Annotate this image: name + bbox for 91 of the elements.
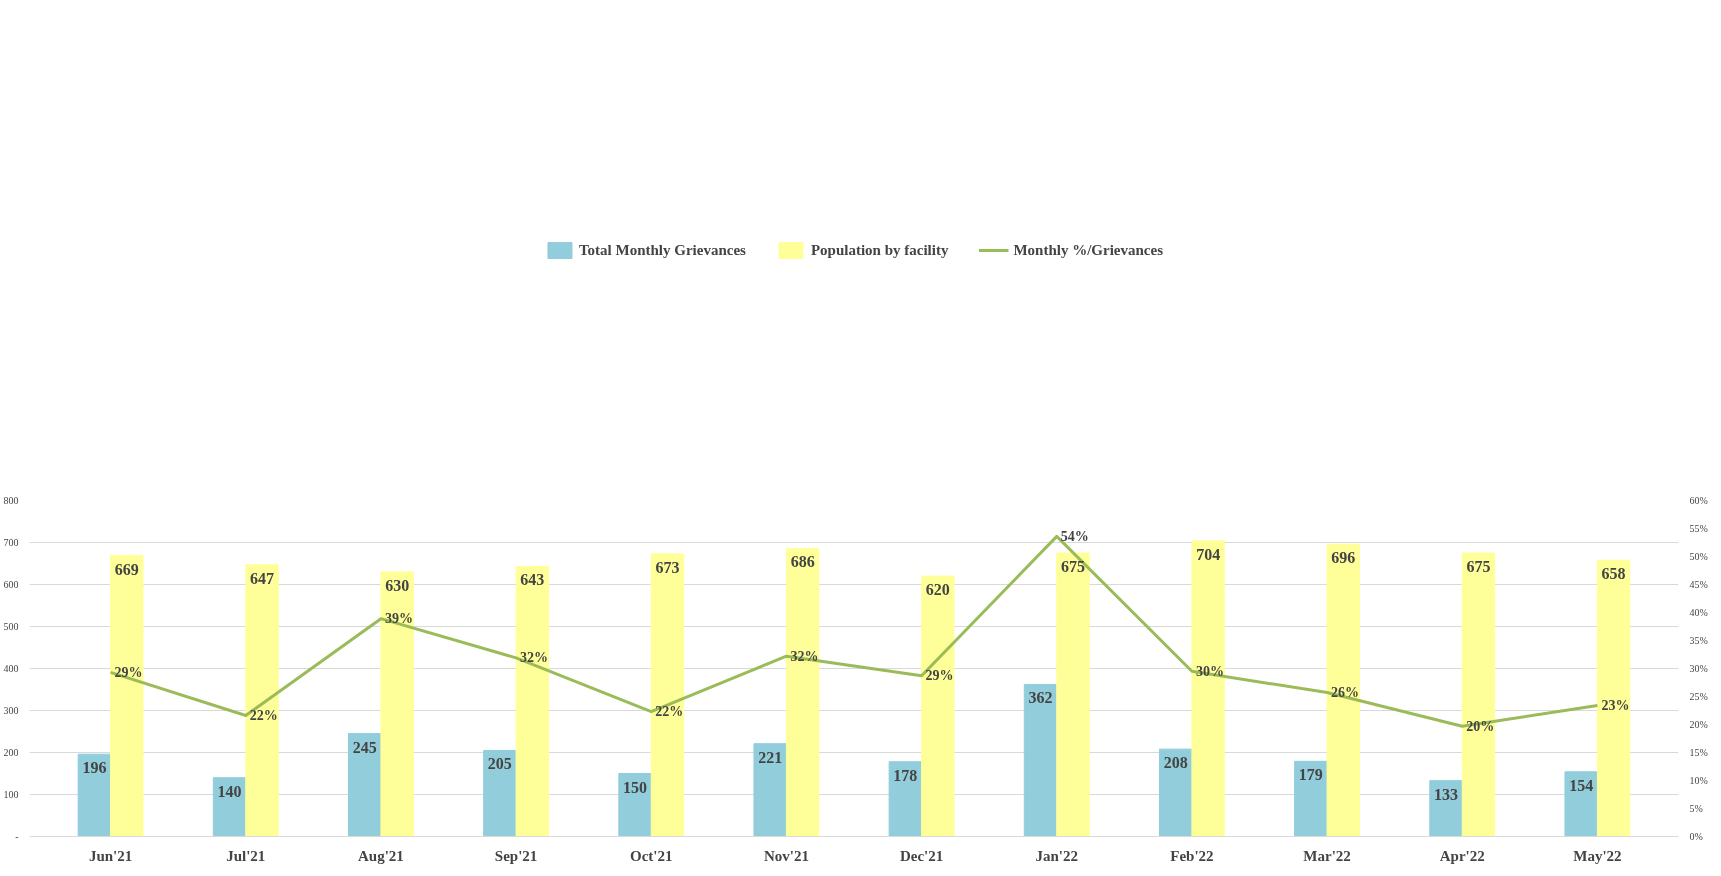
x-tick-label: Jun'21 — [88, 847, 133, 864]
data-label: 221 — [758, 748, 783, 766]
y2-tick-label: 45% — [1689, 579, 1708, 590]
y2-tick-label: 30% — [1689, 663, 1708, 674]
data-label: 26% — [1331, 685, 1360, 701]
y2-tick-label: 5% — [1689, 803, 1703, 814]
data-label: 140 — [217, 782, 242, 800]
data-label: 245 — [352, 738, 377, 756]
x-tick-label: Aug'21 — [358, 847, 404, 864]
x-tick-label: Feb'22 — [1170, 847, 1214, 864]
data-label: 673 — [655, 558, 680, 576]
bar — [650, 553, 685, 837]
bar — [785, 547, 820, 837]
y-tick-label: 600 — [3, 579, 19, 590]
data-label: 675 — [1466, 558, 1491, 575]
data-label: 54% — [1060, 528, 1089, 544]
y2-tick-label: 25% — [1689, 691, 1708, 702]
data-label: 29% — [925, 668, 954, 684]
y-tick-label: 400 — [3, 663, 19, 674]
y-tick-label: 500 — [3, 621, 19, 632]
legend-label: Total Monthly Grievances — [578, 241, 746, 259]
bar — [245, 564, 279, 837]
y2-tick-label: 0% — [1689, 831, 1703, 842]
bar — [1191, 540, 1225, 837]
data-label: 196 — [82, 759, 107, 777]
bar — [347, 733, 382, 837]
x-tick-label: Jan'22 — [1035, 847, 1079, 864]
bar — [618, 773, 652, 837]
data-label: 704 — [1196, 545, 1221, 563]
x-tick-label: May'22 — [1573, 847, 1622, 864]
data-label: 630 — [385, 576, 410, 594]
y-tick-label: 200 — [3, 747, 19, 758]
y-tick-label: 800 — [3, 495, 19, 506]
data-label: 30% — [1195, 663, 1224, 679]
x-tick-label: Sep'21 — [494, 847, 538, 864]
bar — [1023, 683, 1058, 837]
bar — [380, 571, 414, 837]
bar — [1564, 771, 1598, 837]
y2-tick-label: 55% — [1689, 523, 1708, 534]
bar — [1461, 552, 1496, 837]
bar — [1596, 559, 1631, 837]
x-tick-label: Nov'21 — [763, 847, 809, 864]
data-label: 23% — [1601, 697, 1630, 713]
data-label: 620 — [925, 581, 950, 599]
data-label: 178 — [893, 766, 918, 784]
data-label: 29% — [114, 664, 143, 680]
y-tick-label: 700 — [3, 537, 19, 548]
bar — [1056, 552, 1090, 837]
data-label: 208 — [1163, 754, 1188, 772]
data-label: 150 — [623, 778, 648, 796]
y2-tick-label: 10% — [1689, 775, 1708, 786]
y-tick-label: 100 — [3, 789, 19, 800]
legend-label: Monthly %/Grievances — [1013, 241, 1164, 259]
data-label: 643 — [520, 571, 545, 589]
data-label: 686 — [790, 553, 815, 571]
x-tick-label: Oct'21 — [630, 847, 673, 864]
y-tick-label: - — [15, 831, 19, 842]
data-label: 205 — [487, 755, 512, 773]
y-tick-label: 300 — [3, 705, 19, 716]
data-label: 32% — [790, 648, 819, 664]
y2-tick-label: 50% — [1689, 551, 1708, 562]
bar — [1326, 543, 1361, 837]
data-label: 658 — [1601, 565, 1626, 583]
y2-tick-label: 40% — [1689, 607, 1708, 618]
x-tick-label: Apr'22 — [1439, 847, 1485, 864]
data-label: 647 — [249, 569, 274, 587]
y2-tick-label: 15% — [1689, 747, 1708, 758]
data-label: 154 — [1569, 776, 1594, 794]
x-tick-label: Dec'21 — [899, 847, 944, 864]
bar — [921, 575, 955, 837]
data-label: 20% — [1466, 718, 1495, 734]
data-label: 696 — [1331, 549, 1356, 567]
data-label: 22% — [655, 704, 684, 720]
bar — [888, 761, 923, 837]
data-label: 22% — [249, 708, 278, 724]
data-label: 179 — [1298, 766, 1323, 784]
data-label: 669 — [114, 560, 139, 578]
y2-tick-label: 35% — [1689, 635, 1708, 646]
bar — [110, 555, 144, 837]
legend-label: Population by facility — [810, 241, 949, 259]
data-label: 32% — [520, 650, 549, 666]
bar — [753, 743, 787, 837]
data-label: 675 — [1060, 558, 1085, 575]
data-label: 362 — [1028, 689, 1053, 707]
data-label: 39% — [384, 611, 413, 627]
data-label: 133 — [1434, 785, 1459, 803]
y2-tick-label: 20% — [1689, 719, 1708, 730]
y2-tick-label: 60% — [1689, 495, 1708, 506]
x-tick-label: Mar'22 — [1303, 847, 1351, 864]
bar — [515, 565, 550, 837]
x-tick-label: Jul'21 — [226, 847, 266, 864]
